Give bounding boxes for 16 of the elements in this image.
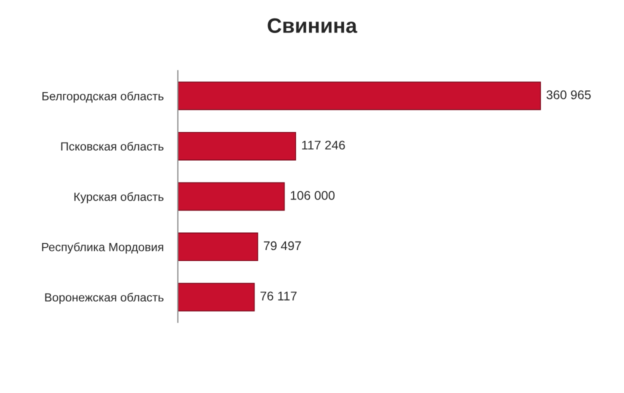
y-tick-label: Псковская область bbox=[61, 142, 164, 151]
bar bbox=[178, 232, 258, 262]
data-label: 76 117 bbox=[260, 292, 297, 300]
bar bbox=[178, 132, 296, 160]
bar bbox=[178, 182, 285, 211]
chart-title: Свинина bbox=[268, 18, 358, 33]
y-tick-label: Белгородская область bbox=[42, 92, 164, 103]
data-label: 106 000 bbox=[290, 191, 335, 200]
bar bbox=[178, 82, 541, 110]
bar bbox=[178, 282, 255, 312]
data-label: 79 497 bbox=[264, 241, 301, 250]
data-label: 117 246 bbox=[302, 140, 345, 150]
y-tick-label: Республика Мордовия bbox=[42, 242, 164, 254]
y-tick-label: Курская область bbox=[74, 192, 164, 204]
data-label: 360 965 bbox=[546, 90, 591, 100]
y-tick-label: Воронежская область bbox=[45, 292, 164, 304]
